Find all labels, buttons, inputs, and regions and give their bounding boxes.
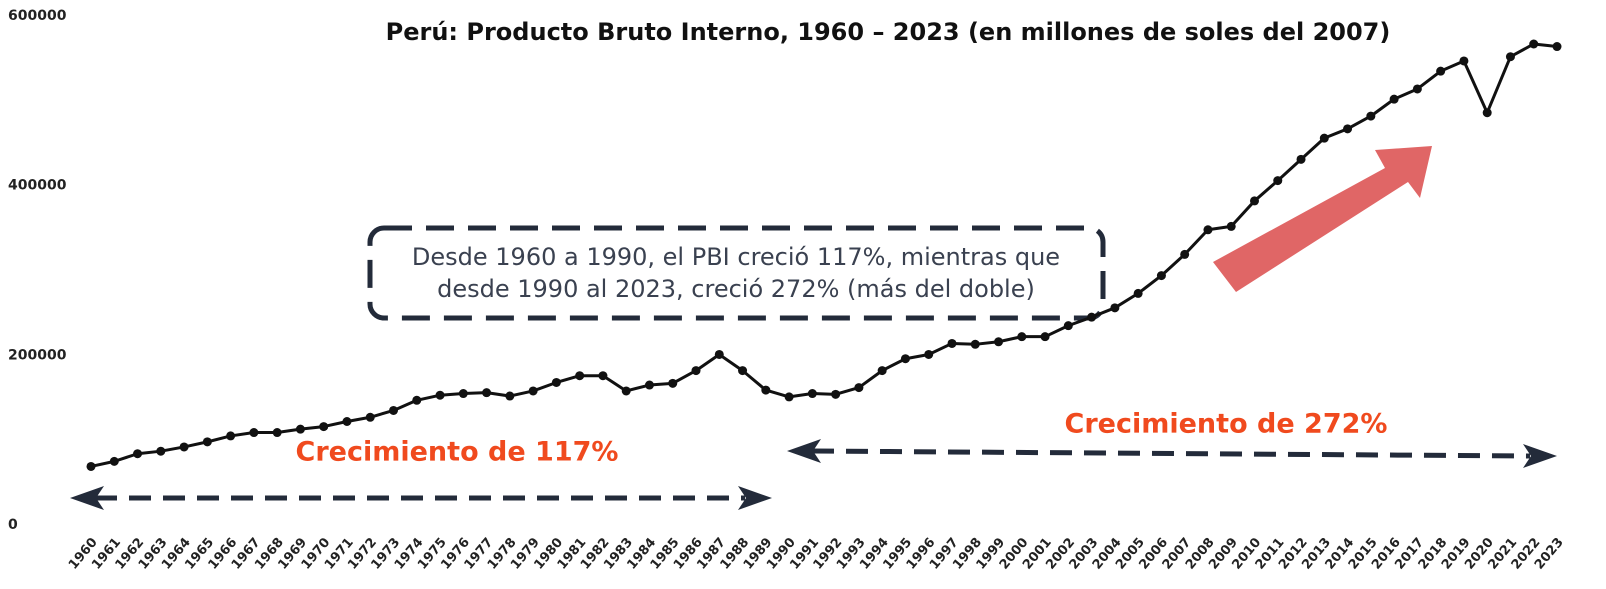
data-point	[691, 366, 701, 376]
data-point	[1180, 249, 1190, 259]
data-point	[133, 449, 143, 459]
data-point	[1552, 42, 1562, 52]
data-point	[1203, 225, 1213, 235]
data-point	[505, 391, 515, 401]
trend-arrow	[1213, 146, 1432, 292]
data-point	[1226, 221, 1236, 231]
data-point	[342, 417, 352, 427]
data-point	[575, 371, 585, 381]
data-point	[854, 383, 864, 393]
data-point	[877, 366, 887, 376]
data-point	[1017, 332, 1027, 342]
data-point	[435, 390, 445, 400]
data-point	[807, 389, 817, 399]
data-point	[1156, 271, 1166, 281]
data-point	[482, 388, 492, 398]
note-text: desde 1990 al 2023, creció 272% (más del…	[437, 275, 1035, 303]
data-point	[551, 377, 561, 387]
data-point	[761, 385, 771, 395]
data-point	[668, 378, 678, 388]
note-text: Desde 1960 a 1990, el PBI creció 117%, m…	[412, 243, 1060, 271]
data-point	[365, 412, 375, 422]
chart-title: Perú: Producto Bruto Interno, 1960 – 202…	[386, 18, 1391, 46]
data-point	[1529, 39, 1539, 49]
y-tick-label: 600000	[8, 8, 67, 24]
data-point	[458, 389, 468, 399]
data-point	[202, 437, 212, 447]
data-point	[319, 422, 329, 432]
growth-label: Crecimiento de 272%	[1065, 409, 1388, 440]
data-point	[598, 371, 608, 381]
data-point	[1133, 288, 1143, 298]
data-point	[1505, 52, 1515, 62]
data-point	[784, 392, 794, 402]
data-point	[1063, 321, 1073, 331]
y-tick-label: 400000	[8, 178, 67, 194]
data-line	[90, 42, 1558, 468]
growth-label: Crecimiento de 117%	[296, 437, 619, 468]
data-point	[109, 456, 119, 466]
arrow-head	[787, 439, 821, 463]
data-point	[1459, 56, 1469, 66]
data-point	[1436, 66, 1446, 76]
data-point	[1110, 303, 1120, 313]
data-point	[1412, 84, 1422, 94]
data-point	[1040, 332, 1050, 342]
y-tick-label: 0	[8, 517, 18, 533]
data-point	[644, 380, 654, 390]
data-point	[1249, 196, 1259, 206]
range-arrow	[811, 448, 1531, 459]
note-box	[367, 225, 1106, 321]
arrow-head	[70, 486, 104, 510]
data-point	[994, 337, 1004, 347]
data-point	[1389, 94, 1399, 104]
data-point	[226, 431, 236, 441]
data-point	[272, 428, 282, 438]
data-point	[970, 339, 980, 349]
data-point	[900, 354, 910, 364]
data-point	[295, 424, 305, 434]
data-point	[1273, 176, 1283, 186]
data-point	[1482, 108, 1492, 118]
data-point	[1366, 111, 1376, 121]
y-tick-label: 200000	[8, 347, 67, 363]
data-point	[1087, 312, 1097, 322]
data-point	[714, 349, 724, 359]
data-point	[389, 405, 399, 415]
data-point	[1343, 124, 1353, 134]
arrow-head	[1523, 444, 1557, 468]
data-point	[621, 386, 631, 396]
data-point	[249, 428, 259, 438]
data-point	[947, 338, 957, 348]
data-point	[1319, 133, 1329, 143]
arrow-head	[738, 486, 772, 510]
data-point	[924, 349, 934, 359]
data-point	[1296, 154, 1306, 164]
data-point	[738, 366, 748, 376]
data-point	[831, 389, 841, 399]
data-point	[86, 461, 96, 471]
data-point	[156, 446, 166, 456]
data-point	[179, 442, 189, 452]
data-point	[412, 395, 422, 405]
data-point	[528, 386, 538, 396]
